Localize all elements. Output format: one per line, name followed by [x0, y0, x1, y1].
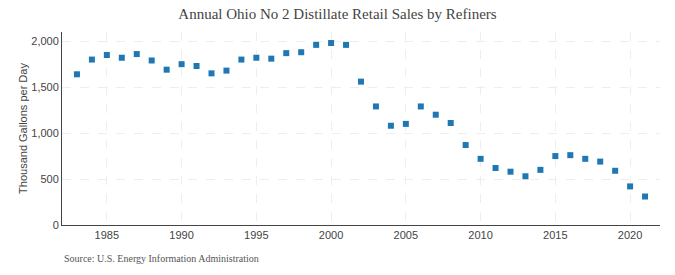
svg-text:1985: 1985	[95, 229, 119, 241]
svg-text:2005: 2005	[394, 229, 418, 241]
svg-text:1,000: 1,000	[31, 127, 59, 139]
svg-text:2010: 2010	[468, 229, 492, 241]
svg-text:2015: 2015	[543, 229, 567, 241]
svg-text:2,000: 2,000	[31, 35, 59, 47]
svg-text:1990: 1990	[169, 229, 193, 241]
svg-text:Source: U.S. Energy Informatio: Source: U.S. Energy Information Administ…	[64, 253, 259, 264]
svg-text:Thousand Gallons per Day: Thousand Gallons per Day	[17, 63, 29, 194]
svg-text:2020: 2020	[618, 229, 642, 241]
svg-text:Annual Ohio No 2 Distillate Re: Annual Ohio No 2 Distillate Retail Sales…	[178, 6, 496, 22]
svg-text:0: 0	[53, 219, 59, 231]
svg-text:1995: 1995	[244, 229, 268, 241]
svg-text:500: 500	[40, 173, 58, 185]
svg-text:2000: 2000	[319, 229, 343, 241]
svg-text:1,500: 1,500	[31, 81, 59, 93]
